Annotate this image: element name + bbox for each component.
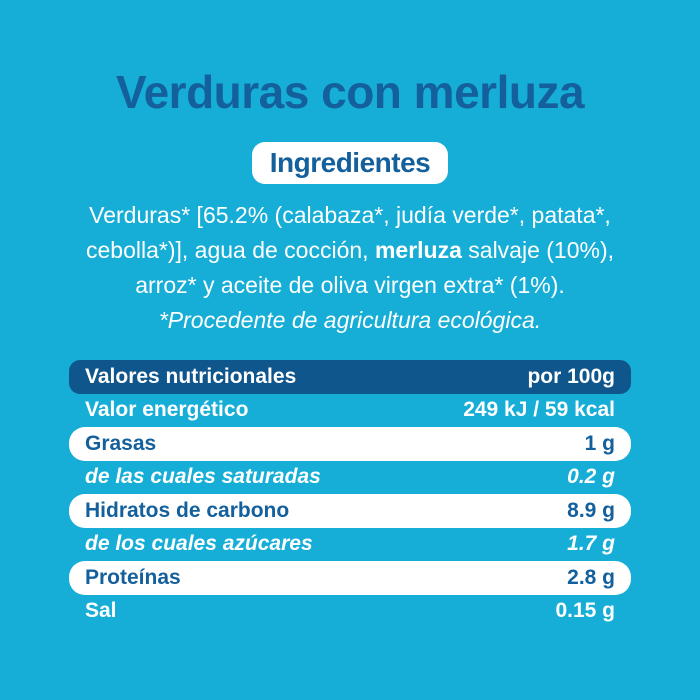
row-label: Valor energético bbox=[85, 398, 249, 422]
ingredients-line-3: arroz* y aceite de oliva virgen extra* (… bbox=[135, 272, 565, 298]
ingredients-badge-container: Ingredientes bbox=[0, 142, 700, 184]
nutrition-header-value: por 100g bbox=[527, 364, 615, 388]
row-label: Hidratos de carbono bbox=[85, 498, 290, 522]
ingredients-line-2-post: salvaje (10%), bbox=[461, 237, 615, 263]
row-value: 2.8 g bbox=[567, 565, 615, 589]
ingredients-line-1: Verduras* [65.2% (calabaza*, judía verde… bbox=[89, 202, 611, 228]
table-row-carbohydrates: Hidratos de carbono 8.9 g bbox=[69, 494, 631, 528]
nutrition-header-label: Valores nutricionales bbox=[85, 364, 297, 388]
row-label: Proteínas bbox=[85, 565, 181, 589]
nutrition-table: Valores nutricionales por 100g Valor ene… bbox=[69, 360, 631, 628]
row-value: 0.2 g bbox=[567, 465, 615, 489]
row-label: Sal bbox=[85, 599, 117, 623]
table-row-saturated-fat: de las cuales saturadas 0.2 g bbox=[69, 461, 631, 495]
row-value: 249 kJ / 59 kcal bbox=[463, 398, 615, 422]
ingredients-line-2-pre: cebolla*)], agua de cocción, bbox=[85, 237, 375, 263]
table-row-sugars: de los cuales azúcares 1.7 g bbox=[69, 528, 631, 562]
table-row-fat: Grasas 1 g bbox=[69, 427, 631, 461]
table-row-energy: Valor energético 249 kJ / 59 kcal bbox=[69, 394, 631, 428]
table-row-protein: Proteínas 2.8 g bbox=[69, 561, 631, 595]
table-row-salt: Sal 0.15 g bbox=[69, 595, 631, 629]
row-label: Grasas bbox=[85, 431, 157, 455]
ingredients-badge: Ingredientes bbox=[251, 142, 449, 184]
row-value: 8.9 g bbox=[567, 498, 615, 522]
row-value: 1 g bbox=[584, 431, 615, 455]
row-label: de los cuales azúcares bbox=[85, 532, 313, 556]
ingredients-text: Verduras* [65.2% (calabaza*, judía verde… bbox=[50, 198, 650, 303]
row-value: 1.7 g bbox=[567, 532, 615, 556]
row-value: 0.15 g bbox=[555, 599, 615, 623]
row-label: de las cuales saturadas bbox=[85, 465, 321, 489]
page-title: Verduras con merluza bbox=[115, 66, 585, 118]
organic-note: *Procedente de agricultura ecológica. bbox=[158, 307, 542, 333]
ingredients-highlight-merluza: merluza bbox=[374, 237, 462, 263]
nutrition-table-header: Valores nutricionales por 100g bbox=[69, 360, 631, 394]
